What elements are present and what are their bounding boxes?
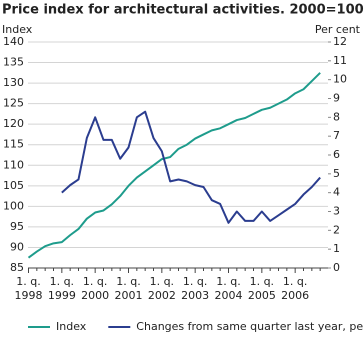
y-tick-label: 105: [3, 179, 24, 192]
y2-tick-label: 8: [333, 110, 340, 123]
y2-tick-label: 7: [333, 129, 340, 142]
series-line: [61, 110, 321, 224]
x-quarter-label: 1. q.: [283, 275, 307, 288]
legend-label: Changes from same quarter last year, per…: [136, 320, 364, 333]
y2-tick-label: 5: [333, 167, 340, 180]
y2-tick-label: 0: [333, 261, 340, 274]
y-tick-label: 120: [3, 117, 24, 130]
y-tick-label: 110: [3, 158, 24, 171]
y-tick-label: 100: [3, 199, 24, 212]
x-quarter-label: 1. q.: [50, 275, 74, 288]
x-quarter-label: 1. q.: [183, 275, 207, 288]
y2-tick-label: 9: [333, 92, 340, 105]
y-tick-label: 130: [3, 76, 24, 89]
x-tick-label: 1999: [48, 289, 76, 302]
y-tick-label: 95: [10, 220, 24, 233]
y2-tick-label: 6: [333, 148, 340, 161]
y2-tick-label: 12: [333, 35, 347, 48]
x-quarter-label: 1. q.: [16, 275, 40, 288]
x-quarter-label: 1. q.: [150, 275, 174, 288]
y-tick-label: 135: [3, 56, 24, 69]
y2-tick-label: 1: [333, 242, 340, 255]
x-quarter-label: 1. q.: [116, 275, 140, 288]
y-tick-label: 115: [3, 138, 24, 151]
y2-tick-label: 2: [333, 223, 340, 236]
y-tick-label: 125: [3, 97, 24, 110]
y-tick-label: 85: [10, 261, 24, 274]
y2-tick-label: 11: [333, 54, 347, 67]
y2-tick-label: 3: [333, 205, 340, 218]
y-axis-label: Index: [2, 23, 33, 36]
x-quarter-label: 1. q.: [216, 275, 240, 288]
chart-title: Price index for architectural activities…: [2, 3, 364, 18]
x-tick-label: 2001: [115, 289, 143, 302]
legend-label: Index: [56, 320, 87, 333]
y2-axis-label: Per cent: [315, 23, 361, 36]
x-quarter-label: 1. q.: [250, 275, 274, 288]
x-tick-label: 2005: [248, 289, 276, 302]
y-tick-label: 140: [3, 35, 24, 48]
y2-tick-label: 10: [333, 73, 347, 86]
x-tick-label: 2003: [181, 289, 209, 302]
y2-tick-label: 4: [333, 186, 340, 199]
x-tick-label: 1998: [15, 289, 43, 302]
series-line: [27, 72, 321, 259]
x-tick-label: 2000: [81, 289, 109, 302]
x-tick-label: 2004: [215, 289, 243, 302]
y-tick-label: 90: [10, 240, 24, 253]
x-tick-label: 2006: [281, 289, 309, 302]
x-tick-label: 2002: [148, 289, 176, 302]
x-quarter-label: 1. q.: [83, 275, 107, 288]
